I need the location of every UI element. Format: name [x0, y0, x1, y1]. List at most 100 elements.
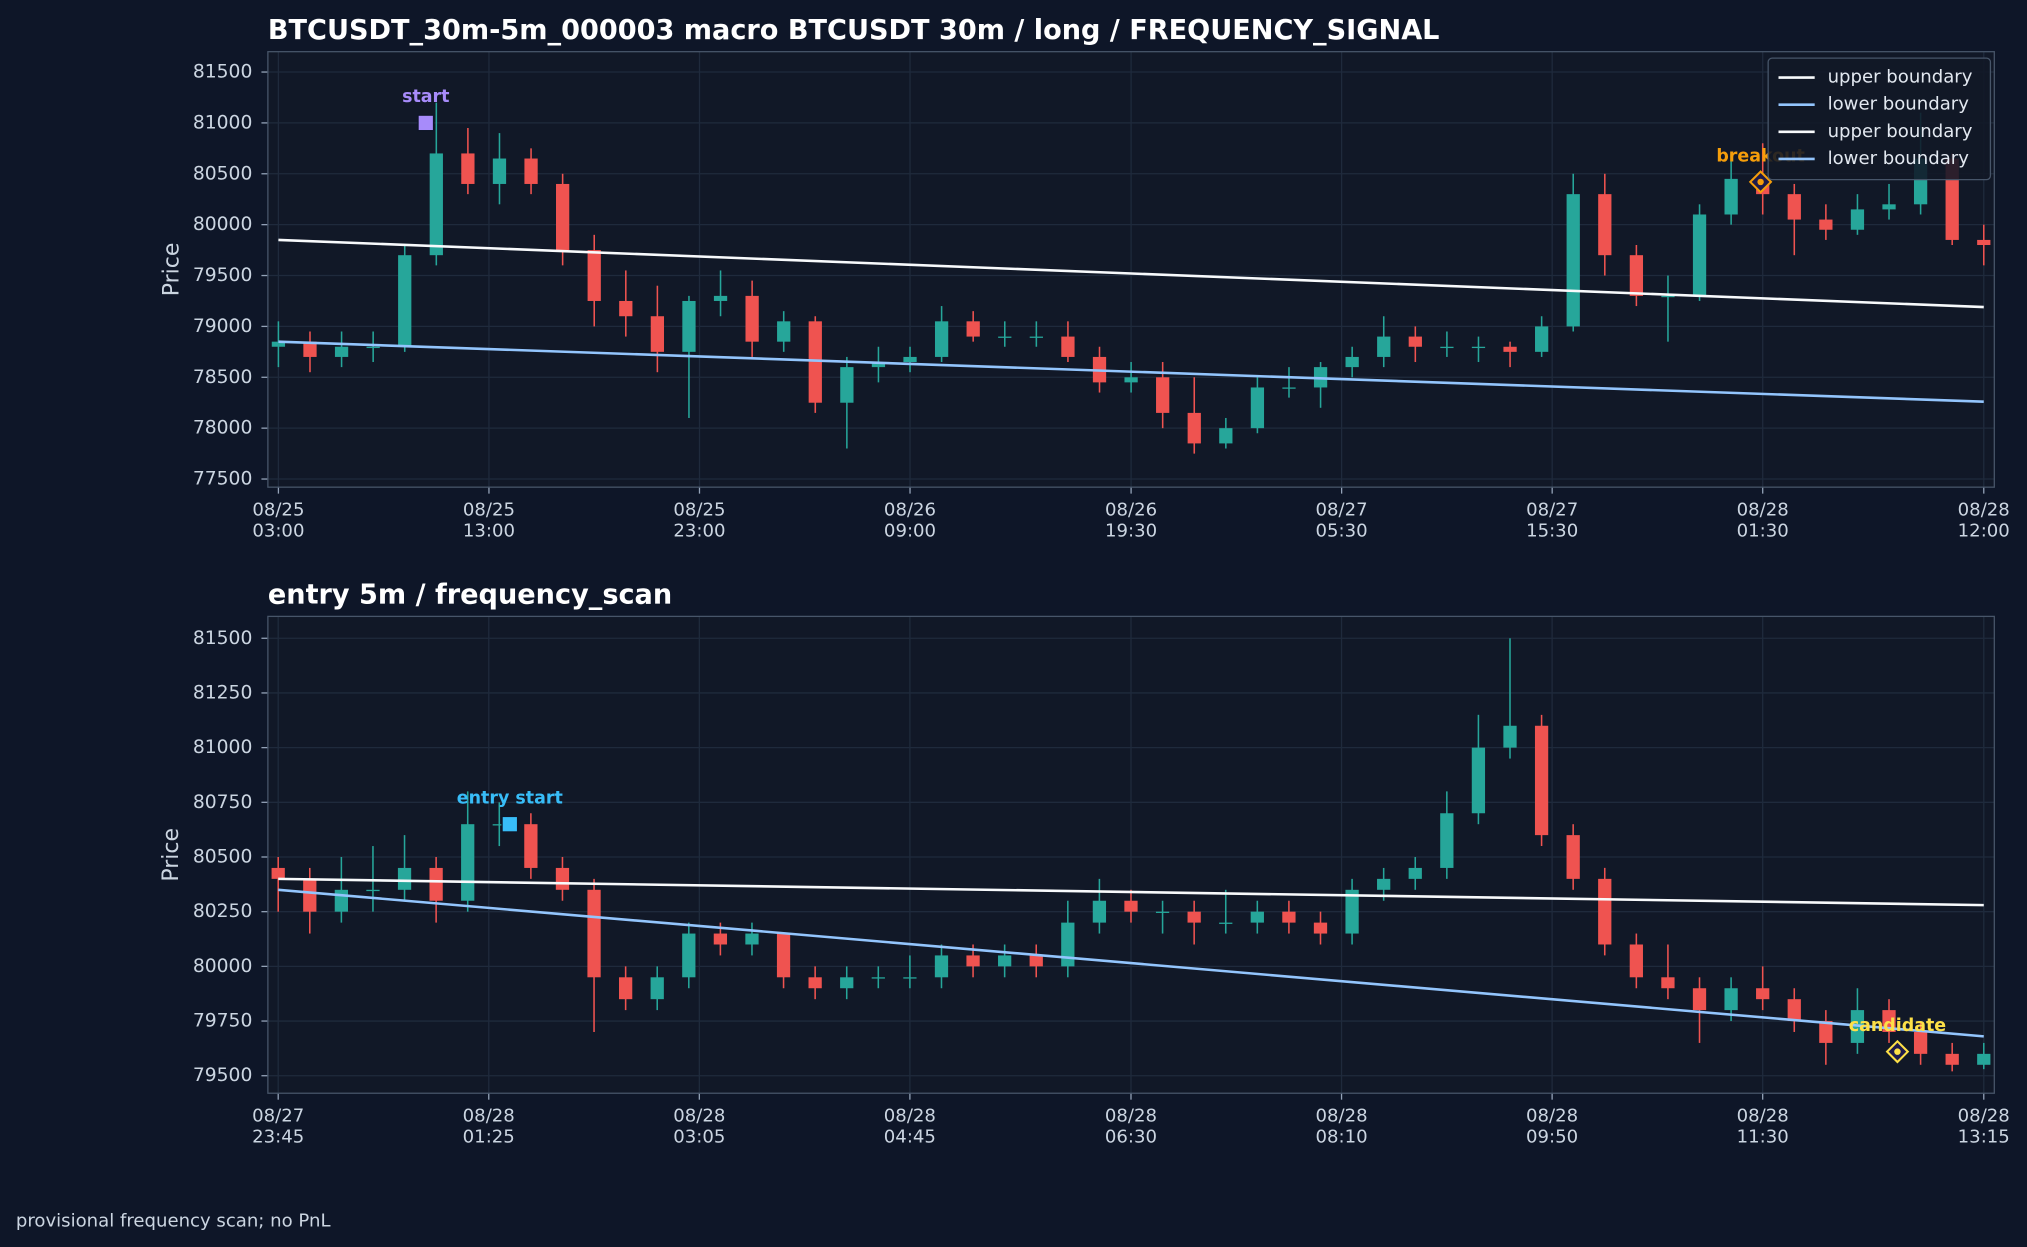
candle-body: [1061, 336, 1075, 357]
candle-body: [1661, 295, 1675, 298]
candle-body: [1566, 835, 1580, 879]
candle-body: [1535, 326, 1549, 352]
x-tick-label-box: 08/28 01:30: [1737, 500, 1789, 541]
x-tick-label: 08/26 19:30: [1105, 500, 1158, 542]
x-tick-label-box: 08/28 09:50: [1526, 1106, 1578, 1147]
candle-body: [619, 977, 633, 1000]
x-tick-label-box: 08/28 06:30: [1105, 1106, 1157, 1147]
candle-body: [1787, 999, 1801, 1022]
candle-body: [1503, 725, 1517, 748]
candle-body: [555, 867, 570, 890]
x-tick-label-box: 08/25 03:00: [252, 500, 304, 541]
candle-body: [1882, 1010, 1896, 1032]
y-tick-label: 81000: [193, 737, 253, 758]
candle-body: [1756, 988, 1770, 1000]
marker: [417, 114, 435, 132]
candle-body: [524, 824, 538, 868]
x-tick-label: 08/28 01:25: [462, 1106, 515, 1148]
y-tick-label: 78500: [193, 367, 253, 388]
candle-body: [1724, 988, 1738, 1011]
candle-body: [713, 933, 728, 945]
boundary-line: [278, 888, 1984, 1038]
x-tick-label-box: 08/28 01:25: [462, 1106, 515, 1148]
y-tick-label: 80500: [193, 846, 253, 867]
candle-body: [745, 295, 759, 342]
candle-body: [934, 321, 949, 357]
x-tick-label: 08/28 12:00: [1957, 500, 2010, 542]
candle-body: [1282, 387, 1296, 389]
marker: [501, 815, 519, 833]
candle-body: [303, 878, 317, 912]
legend-label: upper boundary: [1828, 121, 1973, 142]
candle-body: [682, 300, 696, 352]
x-tick-label-box: 08/25 13:00: [462, 500, 516, 542]
candle-body: [650, 316, 665, 352]
candle-body: [1534, 725, 1549, 836]
candle-body: [808, 321, 822, 403]
x-tick-label-box: 08/28 04:45: [884, 1106, 936, 1147]
candle-body: [1819, 1021, 1833, 1043]
candle-body: [1250, 387, 1265, 429]
candle-body: [587, 250, 601, 301]
candle-body: [1124, 377, 1138, 383]
candle-body: [840, 977, 854, 989]
candle-body: [1598, 194, 1612, 256]
x-tick-label: 08/27 05:30: [1315, 500, 1368, 542]
y-tick-label: 80500: [193, 163, 253, 184]
boundary-line: [278, 877, 1984, 907]
candle-body: [556, 183, 570, 251]
chart-title: BTCUSDT_30m-5m_000003 macro BTCUSDT 30m …: [268, 15, 1440, 46]
candle-body: [397, 867, 412, 890]
candle-body: [366, 346, 380, 349]
candle-body: [303, 341, 317, 357]
x-tick-label-box: 08/27 15:30: [1526, 500, 1579, 542]
y-tick-label: 81500: [193, 62, 253, 83]
x-tick-label: 08/27 15:30: [1526, 500, 1579, 542]
x-tick-label-box: 08/26 09:00: [883, 500, 937, 542]
y-tick-label: 79500: [193, 1065, 253, 1086]
y-tick-label: 79000: [193, 316, 253, 337]
candle-body: [1124, 900, 1138, 912]
candle-body: [840, 367, 854, 403]
candle-body: [1977, 239, 1991, 246]
candle-body: [1029, 336, 1043, 338]
legend-label: lower boundary: [1828, 148, 1970, 169]
candle-body: [1850, 209, 1865, 230]
candle-body: [1629, 255, 1644, 296]
plot-frame: [267, 51, 1995, 488]
candle-body: [934, 955, 949, 978]
y-axis-label: Price: [159, 828, 184, 882]
candle-body: [1629, 944, 1643, 978]
plot-frame: [267, 615, 1995, 1094]
legend-label: lower boundary: [1828, 94, 1970, 115]
y-tick-label: 79500: [193, 265, 253, 286]
x-tick-label: 08/25 13:00: [462, 500, 516, 542]
x-tick-label: 08/26 09:00: [883, 500, 937, 542]
candle-body: [1692, 988, 1707, 1011]
candle-body: [1566, 194, 1580, 327]
candle-body: [776, 933, 791, 978]
x-tick-label: 08/25 23:00: [673, 500, 726, 542]
candle-body: [1440, 346, 1454, 349]
x-tick-label: 08/28 13:15: [1957, 1106, 2010, 1148]
candle-body: [1029, 955, 1043, 967]
candle-body: [745, 933, 759, 945]
candle-body: [682, 933, 696, 978]
candle-body: [429, 867, 443, 901]
x-tick-label-box: 08/28 11:30: [1737, 1106, 1789, 1147]
x-tick-label-box: 08/25 23:00: [673, 500, 726, 542]
candle-body: [1377, 878, 1391, 890]
candle-body: [1345, 889, 1359, 934]
candle-body: [429, 153, 443, 256]
candle-body: [1471, 346, 1486, 349]
candle-body: [1598, 878, 1612, 945]
x-tick-label: 08/27 23:45: [252, 1106, 305, 1148]
candle-body: [1408, 336, 1422, 347]
marker-label: start: [402, 87, 449, 107]
x-tick-label-box: 08/27 05:30: [1315, 500, 1368, 542]
y-tick-label: 81000: [193, 112, 253, 133]
candle-body: [1282, 911, 1296, 923]
candle-body: [461, 153, 475, 184]
